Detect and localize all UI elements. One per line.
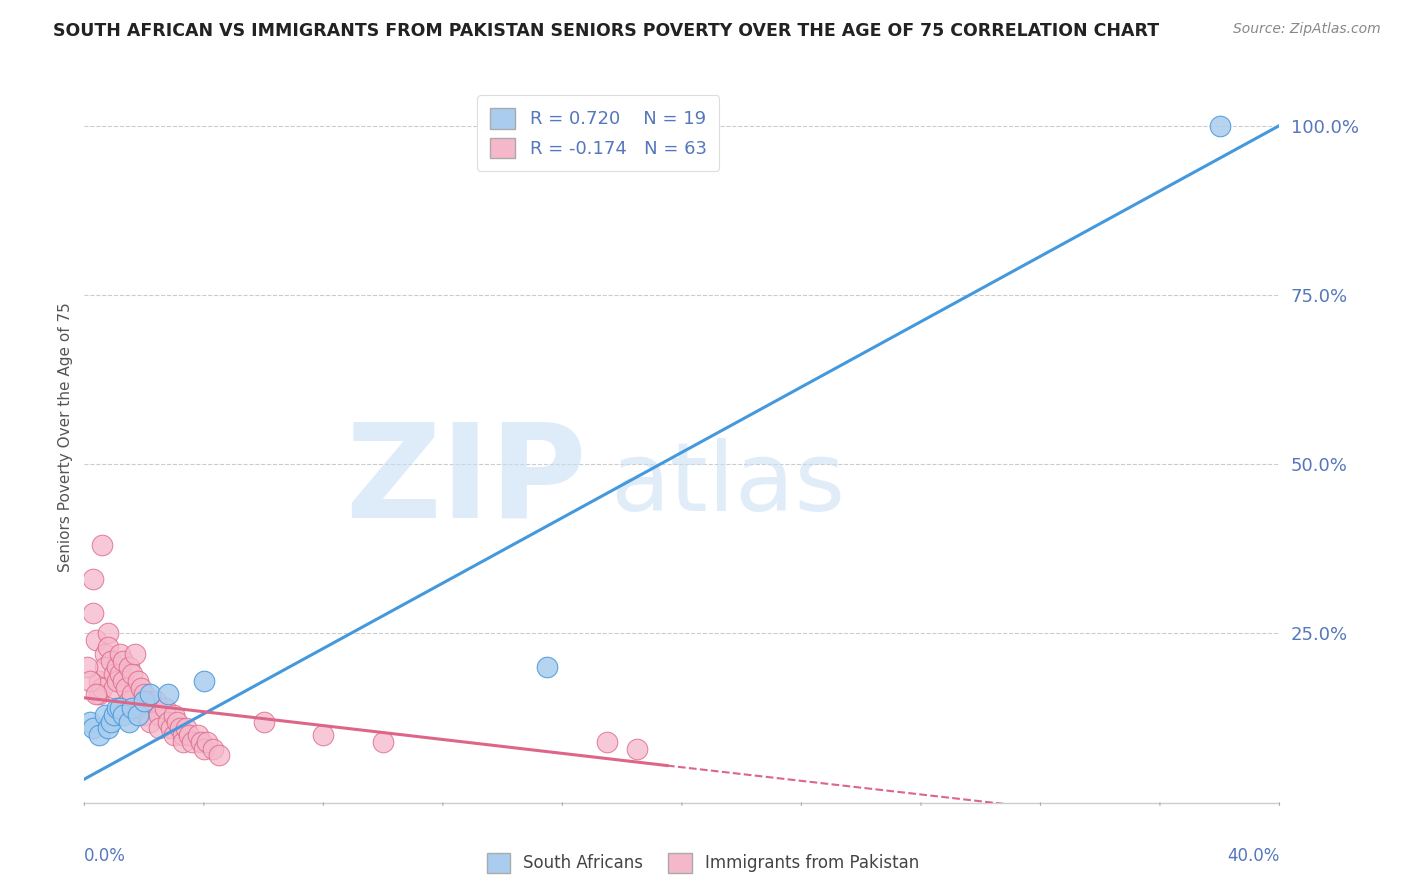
Point (127, 707, 149, 722)
Point (148, 707, 170, 722)
Point (157, 688, 180, 702)
Point (105, 701, 128, 715)
Point (139, 688, 162, 702)
Point (312, 728, 335, 742)
Point (132, 688, 156, 702)
Point (169, 721, 191, 735)
Text: Source: ZipAtlas.com: Source: ZipAtlas.com (1233, 22, 1381, 37)
Point (103, 681, 125, 695)
Text: 40.0%: 40.0% (1227, 847, 1279, 864)
Point (124, 647, 146, 661)
Point (76, 660, 98, 674)
Point (172, 735, 194, 749)
Point (94, 647, 117, 661)
Point (82, 606, 104, 620)
Point (253, 714, 276, 729)
Text: atlas: atlas (610, 438, 845, 531)
Point (89, 728, 111, 742)
Point (174, 721, 197, 735)
Point (110, 701, 132, 715)
Point (100, 714, 122, 729)
Point (110, 667, 132, 681)
Point (626, 741, 648, 756)
Point (112, 707, 135, 722)
Point (129, 681, 152, 695)
Point (166, 714, 188, 729)
Point (79, 714, 101, 729)
Point (596, 735, 619, 749)
Point (181, 735, 204, 749)
Point (190, 735, 212, 749)
Point (132, 707, 156, 722)
Point (153, 701, 176, 715)
Point (127, 701, 149, 715)
Point (136, 694, 159, 708)
Point (172, 728, 194, 742)
Text: 0.0%: 0.0% (84, 847, 127, 864)
Point (105, 660, 128, 674)
Point (208, 748, 231, 763)
Point (112, 673, 135, 688)
Point (118, 714, 141, 729)
Point (536, 660, 558, 674)
Point (82, 721, 104, 735)
Text: ZIP: ZIP (344, 417, 586, 544)
Point (115, 681, 138, 695)
Point (157, 714, 180, 729)
Point (1209, 119, 1232, 133)
Point (110, 647, 132, 661)
Point (187, 728, 209, 742)
Point (97, 626, 120, 640)
Text: SOUTH AFRICAN VS IMMIGRANTS FROM PAKISTAN SENIORS POVERTY OVER THE AGE OF 75 COR: SOUTH AFRICAN VS IMMIGRANTS FROM PAKISTA… (53, 22, 1160, 40)
Point (139, 714, 162, 729)
Point (100, 654, 122, 668)
Point (193, 673, 215, 688)
Point (89, 688, 111, 702)
Point (148, 721, 170, 735)
Point (201, 741, 224, 756)
Point (94, 707, 117, 722)
Point (91, 538, 114, 552)
Point (373, 735, 395, 749)
Point (132, 694, 156, 708)
Point (121, 688, 143, 702)
Point (112, 654, 135, 668)
Point (103, 707, 125, 722)
Y-axis label: Seniors Poverty Over the Age of 75: Seniors Poverty Over the Age of 75 (58, 302, 73, 572)
Point (105, 673, 128, 688)
Point (82, 572, 104, 586)
Point (86, 633, 108, 648)
Point (145, 694, 167, 708)
Point (163, 707, 186, 722)
Legend: R = 0.720    N = 19, R = -0.174   N = 63: R = 0.720 N = 19, R = -0.174 N = 63 (477, 95, 720, 171)
Point (94, 660, 117, 674)
Point (97, 721, 120, 735)
Point (89, 673, 111, 688)
Legend: South Africans, Immigrants from Pakistan: South Africans, Immigrants from Pakistan (479, 847, 927, 880)
Point (177, 728, 200, 742)
Point (97, 640, 120, 654)
Point (195, 735, 218, 749)
Point (121, 667, 143, 681)
Point (91, 681, 114, 695)
Point (86, 688, 108, 702)
Point (118, 694, 141, 708)
Point (121, 701, 143, 715)
Point (163, 728, 186, 742)
Point (160, 721, 183, 735)
Point (79, 673, 101, 688)
Point (139, 701, 162, 715)
Point (103, 667, 125, 681)
Point (118, 660, 141, 674)
Point (193, 741, 215, 756)
Point (127, 673, 149, 688)
